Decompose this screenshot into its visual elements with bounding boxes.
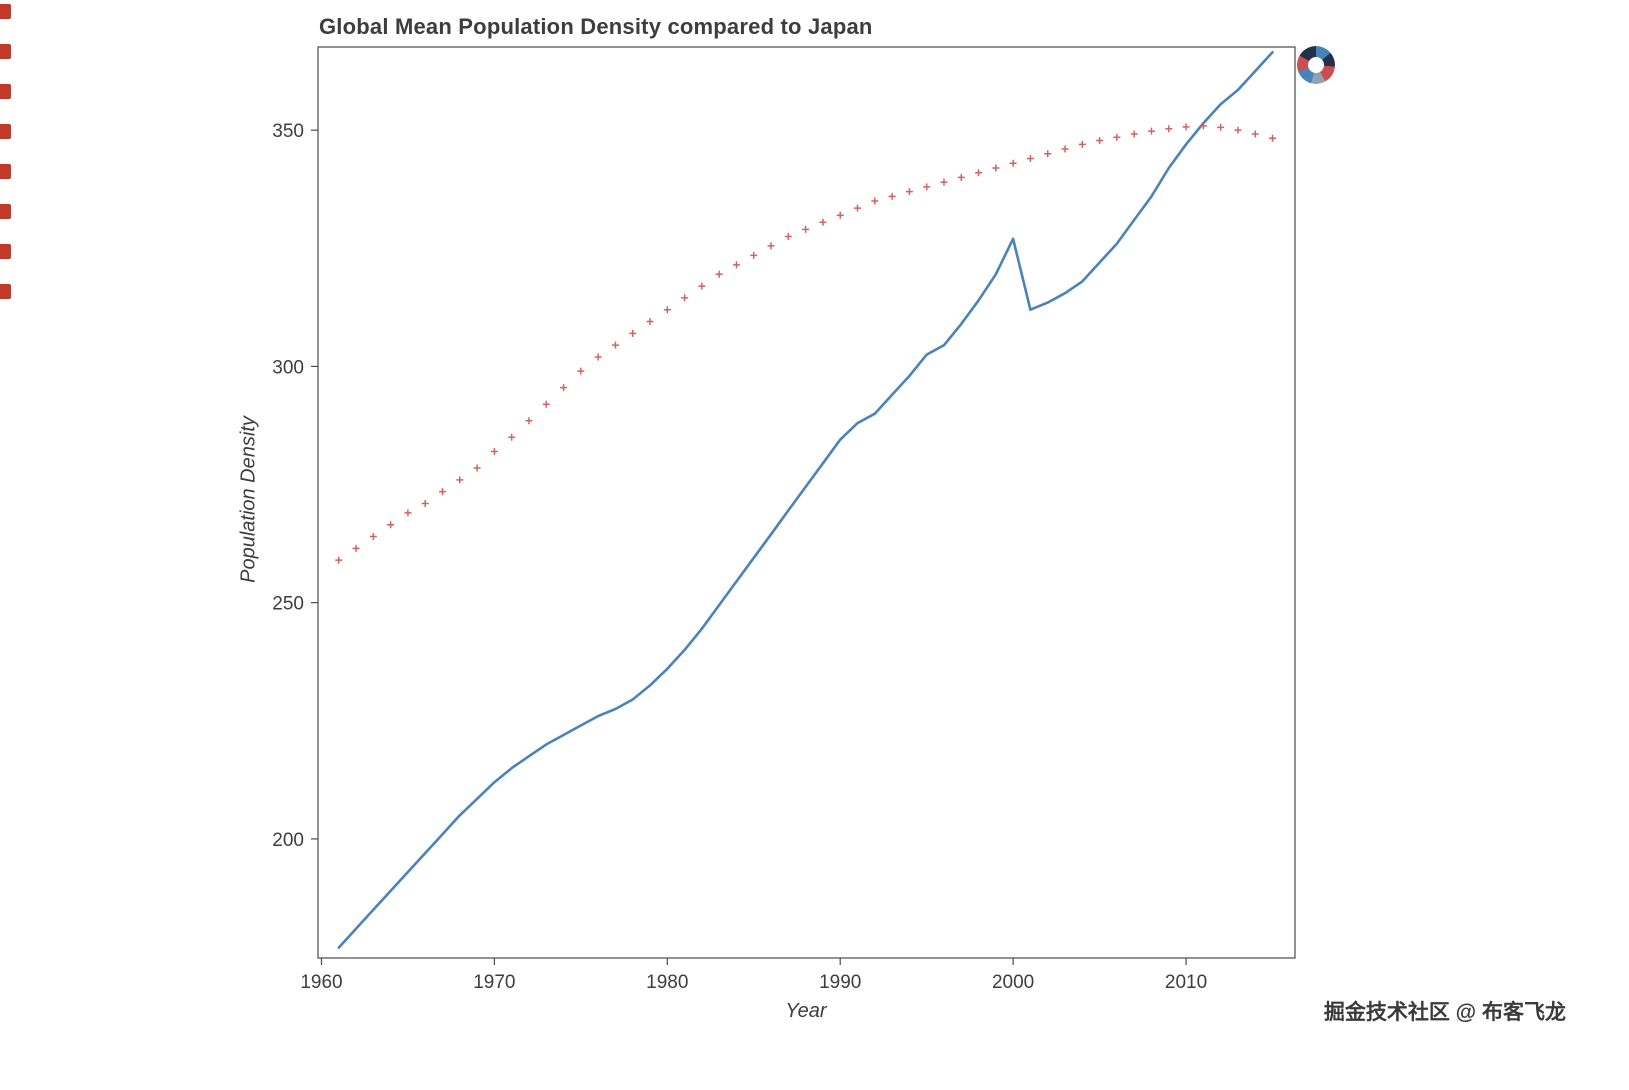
plot-frame [317, 46, 1296, 959]
watermark-text: 掘金技术社区 @ 布客飞龙 [1323, 1001, 1566, 1024]
series-marker-japan [594, 353, 602, 361]
x-tick-label: 1990 [819, 972, 861, 993]
series-marker-japan [646, 318, 654, 326]
series-marker-japan [490, 447, 498, 455]
series-marker-japan [577, 367, 585, 375]
series-marker-japan [1061, 145, 1069, 153]
edge-marker [0, 44, 11, 59]
series-marker-japan [352, 544, 360, 552]
series-marker-japan [560, 384, 568, 392]
x-tick-label: 1960 [300, 972, 342, 993]
series-marker-japan [1269, 134, 1277, 142]
series-marker-japan [369, 533, 377, 541]
x-tick-label: 2010 [1165, 972, 1207, 993]
series-marker-japan [992, 164, 1000, 172]
series-marker-japan [404, 509, 412, 517]
series-marker-japan [1251, 130, 1259, 138]
series-marker-japan [421, 499, 429, 507]
edge-marker [0, 284, 11, 299]
x-axis-label: Year [785, 1000, 827, 1022]
series-marker-japan [629, 329, 637, 337]
series-marker-japan [525, 417, 533, 425]
edge-marker [0, 244, 11, 259]
series-marker-japan [819, 218, 827, 226]
series-marker-japan [767, 242, 775, 250]
edge-marker [0, 4, 11, 19]
series-marker-japan [508, 433, 516, 441]
series-marker-japan [802, 225, 810, 233]
series-marker-japan [1096, 137, 1104, 145]
series-marker-japan [871, 197, 879, 205]
series-marker-japan [1147, 127, 1155, 135]
series-marker-japan [732, 261, 740, 269]
series-marker-japan [923, 183, 931, 191]
site-logo-icon [1297, 46, 1335, 84]
series-marker-japan [1026, 155, 1034, 163]
series-marker-japan [1078, 140, 1086, 148]
series-marker-japan [473, 464, 481, 472]
series-marker-japan [335, 556, 343, 564]
series-marker-japan [784, 232, 792, 240]
series-marker-japan [439, 488, 447, 496]
site-logo-hole [1308, 57, 1324, 73]
x-tick-label: 1970 [473, 972, 515, 993]
edge-marker [0, 164, 11, 179]
series-marker-japan [1165, 125, 1173, 133]
series-marker-japan [1234, 126, 1242, 134]
y-tick-label: 250 [272, 594, 304, 615]
y-axis-label: Population Density [237, 416, 260, 583]
series-line-global-mean [337, 50, 1274, 949]
series-marker-japan [1217, 123, 1225, 131]
y-tick-label: 350 [272, 121, 304, 142]
series-marker-japan [456, 476, 464, 484]
series-marker-japan [836, 211, 844, 219]
x-tick-label: 2000 [992, 972, 1034, 993]
series-marker-japan [975, 169, 983, 177]
y-tick-label: 300 [272, 357, 304, 378]
series-marker-japan [1113, 133, 1121, 141]
series-marker-japan [1130, 130, 1138, 138]
series-marker-japan [698, 282, 706, 290]
chart-title: Global Mean Population Density compared … [319, 14, 873, 39]
series-marker-japan [905, 188, 913, 196]
x-tick-label: 1980 [646, 972, 688, 993]
series-marker-japan [611, 341, 619, 349]
series-marker-japan [542, 400, 550, 408]
edge-marker [0, 124, 11, 139]
edge-marker [0, 84, 11, 99]
series-marker-japan [854, 204, 862, 212]
series-marker-japan [663, 306, 671, 314]
series-marker-japan [715, 270, 723, 278]
series-marker-japan [681, 294, 689, 302]
series-marker-japan [750, 251, 758, 259]
series-marker-japan [888, 192, 896, 200]
series-marker-japan [1009, 159, 1017, 167]
series-marker-japan [1044, 150, 1052, 158]
series-marker-japan [1182, 123, 1190, 131]
series-marker-japan [1199, 122, 1207, 130]
series-marker-japan [387, 521, 395, 529]
series-marker-japan [940, 178, 948, 186]
y-tick-label: 200 [272, 830, 304, 851]
series-marker-japan [957, 173, 965, 181]
edge-marker [0, 204, 11, 219]
